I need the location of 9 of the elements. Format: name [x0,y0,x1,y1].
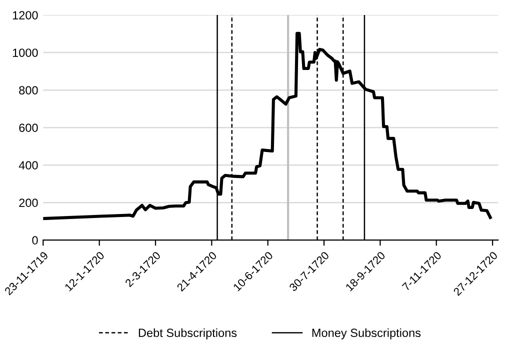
legend-label: Debt Subscriptions [138,328,237,340]
legend-label: Money Subscriptions [312,328,421,340]
y-tick-label: 200 [19,198,38,207]
y-tick-label: 600 [19,124,38,132]
y-tick-label: 0 [32,236,38,244]
y-tick-label: 800 [19,86,38,94]
y-tick-label: 1200 [12,11,38,20]
y-tick-label: 1000 [12,48,38,57]
y-tick-label: 400 [18,161,38,170]
